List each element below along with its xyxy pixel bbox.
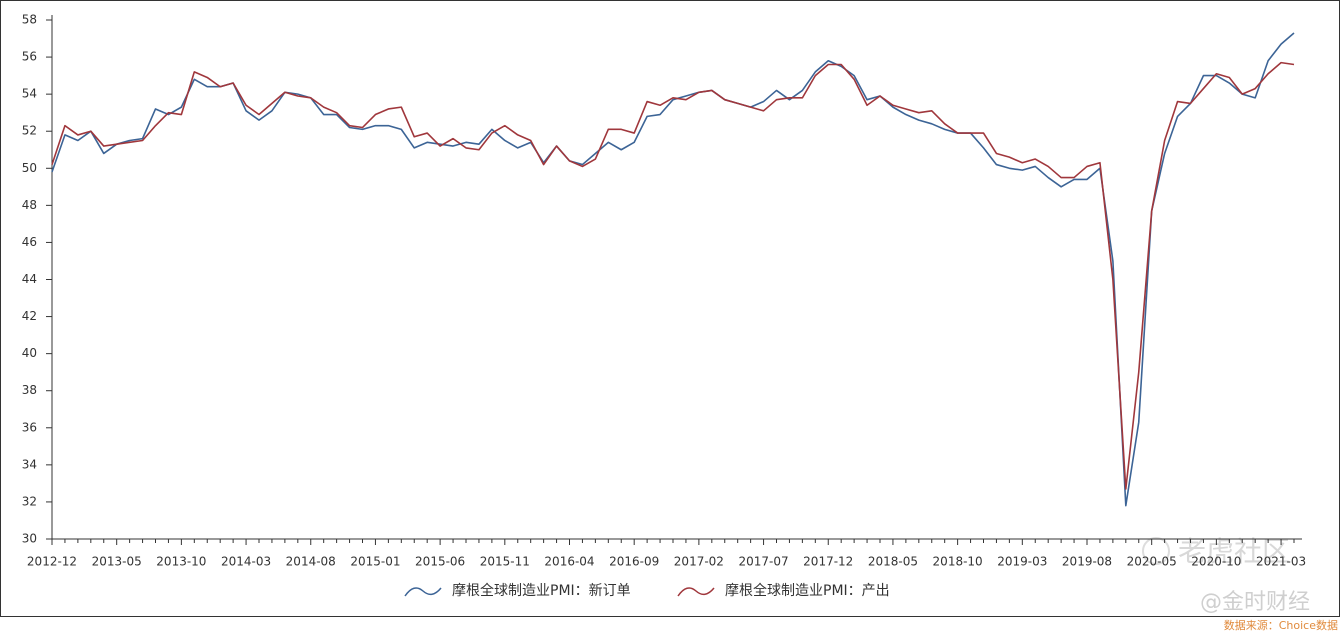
y-tick-label: 44: [22, 272, 37, 286]
x-tick-label: 2017-12: [803, 555, 853, 569]
y-tick-label: 40: [22, 346, 37, 360]
x-tick-label: 2012-12: [27, 555, 77, 569]
x-tick-label: 2019-08: [1062, 555, 1112, 569]
x-tick-label: 2018-05: [868, 555, 918, 569]
legend-icon: [677, 587, 715, 597]
x-tick-label: 2013-05: [92, 555, 142, 569]
x-tick-label: 2016-04: [544, 555, 594, 569]
x-tick-label: 2020-10: [1191, 555, 1241, 569]
watermark-icon: [1142, 537, 1170, 565]
y-tick-label: 30: [22, 532, 37, 546]
legend-label: 摩根全球制造业PMI：新订单: [452, 582, 631, 599]
y-tick-label: 56: [22, 50, 37, 64]
frame: [0, 0, 1340, 617]
x-tick-label: 2016-09: [609, 555, 659, 569]
x-tick-label: 2013-10: [156, 555, 206, 569]
x-tick-label: 2020-05: [1127, 555, 1177, 569]
watermark: 老虎社区: [1178, 535, 1290, 568]
y-tick-label: 52: [22, 124, 37, 138]
x-tick-label: 2015-01: [350, 555, 400, 569]
x-tick-label: 2017-07: [738, 555, 788, 569]
y-tick-label: 42: [22, 309, 37, 323]
y-tick-label: 58: [22, 13, 37, 27]
y-tick-label: 38: [22, 383, 37, 397]
x-tick-label: 2015-11: [480, 555, 530, 569]
series-line: [51, 32, 1295, 507]
y-tick-label: 48: [22, 198, 37, 212]
y-tick-label: 36: [22, 420, 37, 434]
x-tick-label: 2018-10: [933, 555, 983, 569]
x-tick-label: 2021-03: [1256, 555, 1306, 569]
y-tick-label: 34: [22, 457, 37, 471]
series-line: [51, 61, 1295, 490]
x-tick-label: 2014-03: [221, 555, 271, 569]
source: 数据来源：Choice数据: [1224, 618, 1338, 632]
x-tick-label: 2019-03: [997, 555, 1047, 569]
x-tick-label: 2017-02: [674, 555, 724, 569]
watermark: @金时财经: [1200, 590, 1310, 615]
y-tick-label: 50: [22, 161, 37, 175]
legend-label: 摩根全球制造业PMI：产出: [725, 582, 890, 599]
x-tick-label: 2015-06: [415, 555, 465, 569]
y-tick-label: 32: [22, 494, 37, 508]
x-tick-label: 2014-08: [286, 555, 336, 569]
y-tick-label: 46: [22, 235, 37, 249]
y-tick-label: 54: [22, 87, 37, 101]
legend-icon: [404, 587, 442, 597]
